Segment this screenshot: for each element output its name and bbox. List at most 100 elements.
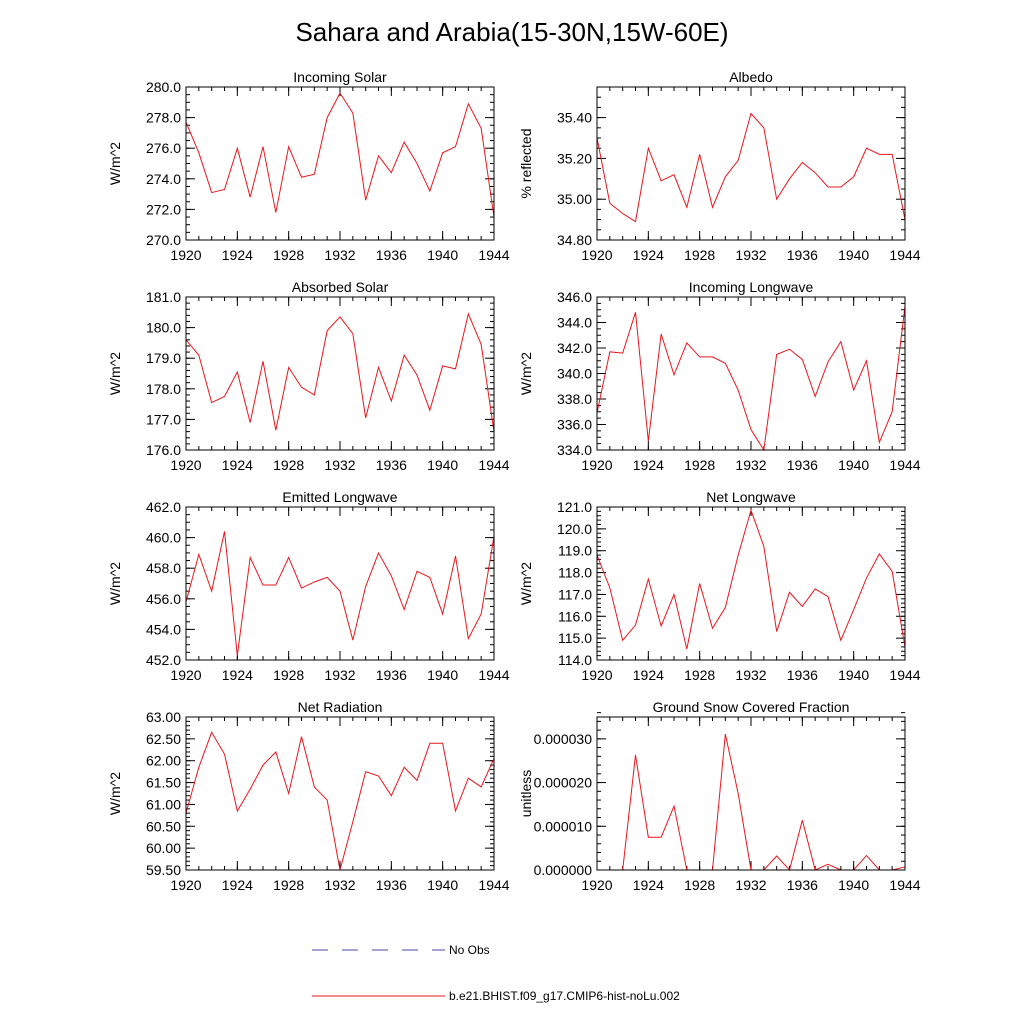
x-tick-label: 1928 <box>273 247 304 263</box>
plot-frame <box>185 506 495 661</box>
y-tick-label: 35.20 <box>557 150 592 166</box>
x-tick-label: 1920 <box>581 247 612 263</box>
x-tick-label: 1932 <box>735 667 766 683</box>
x-tick-label: 1944 <box>478 667 509 683</box>
y-tick-label: 334.0 <box>557 442 592 458</box>
y-tick-label: 346.0 <box>557 289 592 305</box>
y-tick-label: 272.0 <box>146 201 181 217</box>
x-tick-label: 1928 <box>684 877 715 893</box>
panel-title: Ground Snow Covered Fraction <box>653 699 850 715</box>
x-tick-label: 1920 <box>170 667 201 683</box>
legend-item-no-obs: No Obs <box>312 943 490 957</box>
y-axis-label: W/m^2 <box>107 772 123 815</box>
y-tick-label: 462.0 <box>146 499 181 515</box>
x-tick-label: 1940 <box>838 877 869 893</box>
x-tick-label: 1940 <box>838 667 869 683</box>
y-tick-label: 458.0 <box>146 560 181 576</box>
series-line-model-run <box>596 305 906 452</box>
y-tick-label: 115.0 <box>558 630 592 646</box>
series-line-model-run <box>185 92 495 218</box>
x-tick-label: 1924 <box>222 247 253 263</box>
x-tick-label: 1936 <box>787 457 818 473</box>
chart-panel-7: Net Radiation W/m^2 59.50 60.00 60.50 61.00 61… <box>107 699 510 893</box>
plot-frame <box>185 716 495 871</box>
panel-title: Albedo <box>729 69 773 85</box>
y-tick-label: 121.0 <box>557 499 592 515</box>
panel-title: Absorbed Solar <box>292 279 389 295</box>
x-tick-label: 1928 <box>273 667 304 683</box>
y-tick-label: 177.0 <box>146 411 181 427</box>
y-tick-label: 118.0 <box>558 565 592 581</box>
x-tick-label: 1940 <box>427 247 458 263</box>
x-tick-label: 1920 <box>581 457 612 473</box>
x-tick-label: 1936 <box>787 877 818 893</box>
x-tick-label: 1924 <box>633 667 664 683</box>
y-axis-label: W/m^2 <box>107 562 123 605</box>
y-axis-label: W/m^2 <box>518 562 534 605</box>
x-tick-label: 1944 <box>478 877 509 893</box>
x-tick-label: 1932 <box>324 667 355 683</box>
x-tick-label: 1944 <box>889 247 920 263</box>
x-tick-label: 1932 <box>324 877 355 893</box>
x-tick-label: 1920 <box>581 667 612 683</box>
plot-frame <box>596 86 906 241</box>
y-tick-label: 0.000000 <box>534 862 593 878</box>
x-tick-label: 1924 <box>222 877 253 893</box>
x-tick-label: 1936 <box>787 247 818 263</box>
y-axis-label: unitless <box>518 770 534 817</box>
series-line-model-run <box>596 508 906 650</box>
y-tick-label: 340.0 <box>557 366 592 382</box>
x-tick-label: 1928 <box>684 667 715 683</box>
y-axis-label: % reflected <box>518 128 534 198</box>
chart-panel-6: Net Longwave W/m^2 114.0 115.0 116.0 117.0 118… <box>518 489 921 683</box>
series-line-model-run <box>597 733 906 872</box>
y-tick-label: 344.0 <box>557 315 592 331</box>
x-tick-label: 1944 <box>889 667 920 683</box>
y-tick-label: 114.0 <box>558 652 592 668</box>
y-tick-label: 460.0 <box>146 530 181 546</box>
x-tick-label: 1932 <box>324 457 355 473</box>
y-tick-label: 0.000020 <box>534 775 593 791</box>
x-tick-label: 1936 <box>376 667 407 683</box>
chart-panel-8: Ground Snow Covered Fractionunitless0.00… <box>518 699 921 893</box>
plot-frame <box>596 716 906 871</box>
y-axis-label: W/m^2 <box>518 352 534 395</box>
y-tick-label: 338.0 <box>557 391 592 407</box>
x-tick-label: 1932 <box>324 247 355 263</box>
x-tick-label: 1940 <box>427 877 458 893</box>
y-tick-label: 336.0 <box>557 417 592 433</box>
y-tick-label: 454.0 <box>146 621 181 637</box>
y-tick-label: 180.0 <box>146 320 181 336</box>
y-tick-label: 456.0 <box>146 591 181 607</box>
panel-title: Incoming Solar <box>293 69 387 85</box>
y-tick-label: 119.0 <box>558 543 592 559</box>
y-tick-label: 280.0 <box>146 79 181 95</box>
legend-item-model-run: b.e21.BHIST.f09_g17.CMIP6-hist-noLu.002 <box>312 989 680 1003</box>
chart-panel-4: Incoming Longwave W/m^2 334.0 336.0 338.0 340… <box>518 279 921 473</box>
y-tick-label: 0.000010 <box>534 818 593 834</box>
y-tick-label: 35.00 <box>557 191 592 207</box>
x-tick-label: 1928 <box>684 247 715 263</box>
y-tick-label: 181.0 <box>146 289 181 305</box>
x-tick-label: 1928 <box>273 877 304 893</box>
x-tick-label: 1932 <box>735 877 766 893</box>
x-tick-label: 1940 <box>427 457 458 473</box>
y-tick-label: 276.0 <box>146 140 181 156</box>
y-tick-label: 116.0 <box>558 608 592 624</box>
y-tick-label: 452.0 <box>146 652 181 668</box>
y-tick-label: 120.0 <box>557 521 592 537</box>
y-tick-label: 274.0 <box>146 171 181 187</box>
x-tick-label: 1940 <box>838 247 869 263</box>
y-axis-label: W/m^2 <box>107 352 123 395</box>
x-tick-label: 1936 <box>376 877 407 893</box>
legend: No Obs b.e21.BHIST.f09_g17.CMIP6-hist-no… <box>312 943 680 1003</box>
series-line-model-run <box>185 312 495 432</box>
x-tick-label: 1924 <box>222 667 253 683</box>
y-tick-label: 62.50 <box>146 731 181 747</box>
y-tick-label: 63.00 <box>146 709 181 725</box>
x-tick-label: 1924 <box>633 247 664 263</box>
series-line-model-run <box>185 531 495 656</box>
y-tick-label: 176.0 <box>146 442 181 458</box>
chart-panels: Incoming Solar W/m^2 270.0 272.0 274.0 276.0 2… <box>107 69 921 893</box>
